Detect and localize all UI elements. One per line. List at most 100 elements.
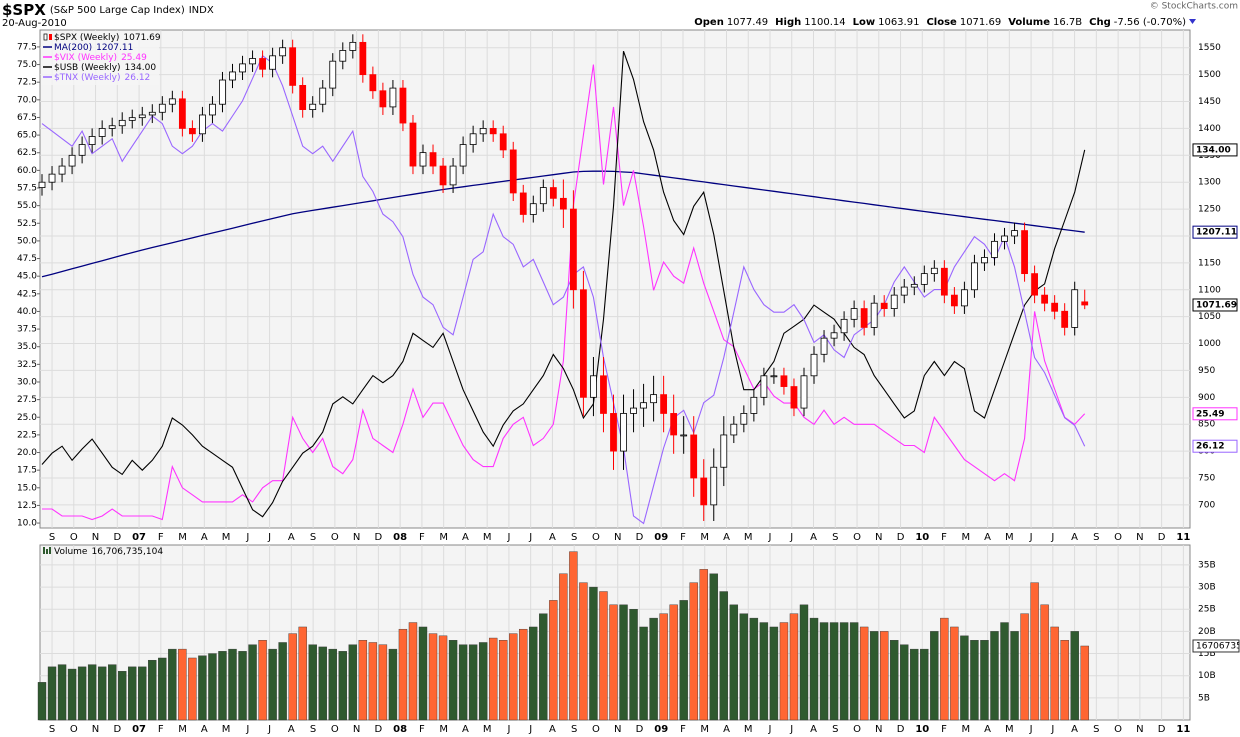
y-tick-label: 77.5	[17, 42, 37, 52]
x-tick-label: O	[331, 532, 339, 543]
x-tick-label: M	[178, 532, 187, 543]
volume-bar	[97, 666, 107, 721]
candle-body	[620, 413, 627, 452]
candle-body	[670, 413, 678, 436]
x-tick-label: O	[70, 532, 78, 543]
volume-bar	[107, 664, 117, 721]
candle-body	[860, 308, 868, 328]
x-tick-label: M	[222, 532, 231, 543]
y-tick-label: 75.0	[17, 60, 37, 70]
x-tick-label: S	[571, 724, 577, 735]
x-tick-label: M	[222, 724, 231, 735]
volume-bar	[37, 682, 47, 721]
last-value-label: 1207.11	[1196, 228, 1237, 238]
x-tick-label: O	[331, 724, 339, 735]
candle-body	[319, 87, 327, 105]
candle-body	[1031, 273, 1038, 296]
candle-body	[1051, 302, 1059, 312]
candle-body	[399, 87, 407, 124]
volume-bar	[619, 604, 628, 721]
volume-tick-label: 35B	[1198, 560, 1216, 570]
x-tick-label: F	[419, 724, 425, 735]
volume-tick-label: 10B	[1198, 671, 1216, 681]
y-tick-label: 47.5	[17, 254, 37, 264]
volume-bar	[318, 646, 327, 721]
volume-bar	[278, 642, 287, 721]
candle-body	[419, 152, 427, 167]
x-tick-label: 10	[915, 532, 929, 543]
y2-tick-label: 1500	[1198, 70, 1221, 80]
candle-body	[870, 302, 878, 328]
x-tick-label: 09	[654, 724, 668, 735]
volume-bar	[709, 573, 718, 721]
volume-bar	[1080, 645, 1089, 721]
candle-body	[138, 114, 146, 119]
candle-body	[940, 267, 948, 296]
x-tick-label: N	[92, 532, 99, 543]
x-tick-label: O	[1114, 532, 1122, 543]
quote-label: Chg	[1089, 17, 1111, 28]
x-tick-label: D	[1158, 532, 1166, 543]
y-tick-label: 45.0	[17, 272, 37, 282]
volume-bar	[679, 600, 688, 721]
quote-value: 1063.91	[878, 17, 919, 28]
volume-bar	[880, 631, 889, 721]
candle-body	[279, 47, 287, 57]
volume-bar	[920, 648, 929, 721]
x-tick-label: N	[614, 724, 621, 735]
candle-body	[519, 192, 527, 215]
volume-bar	[779, 622, 789, 721]
y-tick-label: 27.5	[17, 395, 37, 405]
x-tick-label: O	[853, 724, 861, 735]
candle-body	[249, 58, 256, 65]
candle-body	[389, 87, 397, 108]
volume-bar	[759, 622, 769, 721]
candle-body	[219, 79, 226, 105]
x-tick-label: J	[528, 532, 532, 543]
y-tick-label: 65.0	[17, 131, 37, 141]
x-tick-label: N	[875, 724, 882, 735]
x-tick-label: J	[267, 724, 271, 735]
candle-body	[178, 98, 186, 129]
candle-body	[610, 413, 617, 452]
volume-bar	[418, 626, 428, 721]
volume-bar	[1060, 640, 1069, 721]
x-tick-label: M	[439, 532, 448, 543]
y-tick-label: 12.5	[17, 501, 37, 511]
quote: Open 1077.49 High 1100.14 Low 1063.91 Close 107…	[694, 17, 1186, 28]
candle-body	[650, 394, 658, 404]
y2-tick-label: 750	[1198, 473, 1215, 483]
candle-body	[158, 103, 166, 113]
candle-body	[790, 386, 798, 409]
x-tick-label: D	[636, 724, 644, 735]
x-tick-label: S	[310, 724, 316, 735]
volume-bar	[47, 666, 57, 721]
quote-label: Close	[926, 17, 957, 28]
overlay-line	[41, 170, 1085, 278]
x-tick-label: M	[1005, 532, 1014, 543]
legend-value: 26.12	[125, 73, 151, 83]
volume-bar	[789, 613, 799, 721]
x-tick-label: A	[810, 724, 817, 735]
volume-bar	[930, 631, 939, 721]
volume-bar	[599, 591, 608, 721]
volume-bar	[328, 648, 337, 721]
volume-bar	[1030, 582, 1039, 721]
volume-bar	[829, 622, 839, 721]
volume-bar	[739, 613, 749, 721]
volume-bar	[468, 644, 478, 721]
candle-body	[199, 114, 206, 135]
volume-bar	[388, 648, 398, 721]
volume-bar	[218, 651, 227, 721]
candle-body	[188, 128, 196, 135]
candle-body	[1021, 230, 1028, 275]
index-name: (S&P 500 Large Cap Index)	[50, 5, 185, 16]
candle-body	[900, 286, 908, 296]
volume-bar	[910, 648, 919, 721]
volume-bar	[408, 622, 418, 721]
volume-bar	[1070, 631, 1079, 721]
volume-bar	[1020, 613, 1029, 721]
candle-body	[600, 375, 607, 414]
volume-bar	[87, 664, 97, 721]
